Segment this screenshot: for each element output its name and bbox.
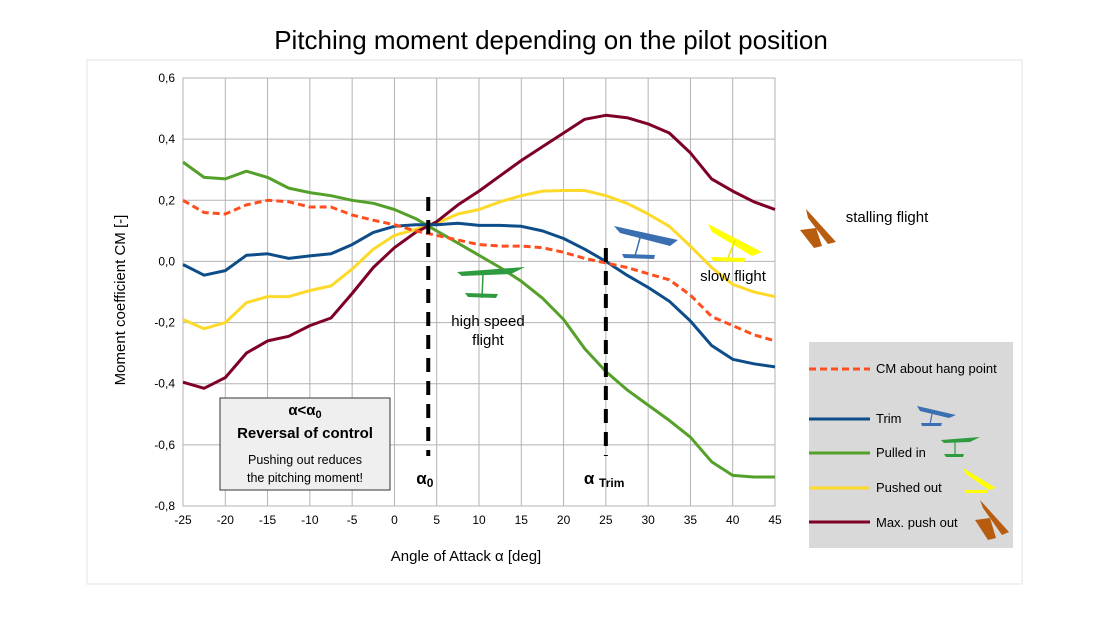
annotation-stalling-flight: stalling flight bbox=[846, 209, 929, 226]
x-tick-label: 15 bbox=[515, 513, 529, 527]
x-tick-labels: -25 -20 -15 -10 -5 0 5 10 15 20 25 30 35 40 45 bbox=[174, 513, 782, 527]
y-axis-label: Moment coefficient CM [-] bbox=[112, 215, 129, 386]
x-axis-label: Angle of Attack α [deg] bbox=[391, 548, 541, 565]
x-tick-label: 10 bbox=[472, 513, 486, 527]
x-tick-label: 0 bbox=[391, 513, 398, 527]
y-tick-labels: 0,6 0,4 0,2 0,0 -0,2 -0,4 -0,6 -0,8 bbox=[154, 71, 175, 513]
y-tick-label: 0,0 bbox=[158, 254, 175, 268]
legend-glider-trim-icon bbox=[917, 406, 956, 426]
series-line-pulled-in bbox=[182, 160, 775, 479]
y-tick-label: 0,6 bbox=[158, 71, 175, 85]
x-tick-label: 35 bbox=[684, 513, 698, 527]
x-tick-label: 25 bbox=[599, 513, 613, 527]
legend-label-pulled-in: Pulled in bbox=[876, 445, 926, 460]
legend-glider-pulled-in-icon bbox=[941, 437, 980, 457]
series-line-max-push-out bbox=[182, 113, 776, 390]
legend-glider-pushed-out-icon bbox=[963, 468, 996, 493]
glider-trim-icon bbox=[614, 226, 678, 259]
series-line-cm-about-hang-point bbox=[182, 198, 776, 343]
legend-label-trim: Trim bbox=[876, 411, 902, 426]
alpha-label: α Trim bbox=[584, 469, 625, 490]
x-tick-label: -20 bbox=[217, 513, 235, 527]
alpha-markers: α0 α Trim bbox=[416, 197, 624, 490]
reversal-box-line-2: the pitching moment! bbox=[247, 471, 363, 485]
plot-area bbox=[182, 77, 776, 507]
y-tick-label: 0,4 bbox=[158, 132, 175, 146]
reversal-box-line-1: Pushing out reduces bbox=[248, 453, 362, 467]
legend-label-pushed-out: Pushed out bbox=[876, 480, 942, 495]
glider-stalling-icon bbox=[800, 209, 836, 248]
y-tick-label: -0,8 bbox=[154, 499, 175, 513]
y-tick-label: -0,6 bbox=[154, 438, 175, 452]
legend-box bbox=[809, 342, 1013, 548]
x-tick-label: -5 bbox=[347, 513, 358, 527]
series-line-pushed-out bbox=[182, 189, 776, 331]
glider-pulled-in-icon bbox=[457, 267, 525, 299]
legend-label-cm: CM about hang point bbox=[876, 361, 997, 376]
chart-frame bbox=[86, 59, 1023, 585]
y-tick-label: -0,2 bbox=[154, 316, 175, 330]
x-tick-label: -25 bbox=[174, 513, 192, 527]
alpha-label: α0 bbox=[416, 469, 433, 490]
x-tick-label: 20 bbox=[557, 513, 571, 527]
x-tick-label: 45 bbox=[768, 513, 782, 527]
chart-title: Pitching moment depending on the pilot p… bbox=[274, 25, 828, 55]
legend-label-max-push-out: Max. push out bbox=[876, 515, 958, 530]
glider-pushed-out-icon bbox=[708, 224, 762, 262]
x-tick-label: 30 bbox=[641, 513, 655, 527]
annotation-high-speed-line-2: flight bbox=[472, 332, 505, 349]
y-tick-label: 0,2 bbox=[158, 193, 175, 207]
legend: CM about hang point Trim Pulled in Pushe… bbox=[809, 342, 1013, 548]
annotation-slow-flight: slow flight bbox=[700, 268, 767, 285]
x-tick-label: -10 bbox=[301, 513, 319, 527]
reversal-box-title: α<α0 bbox=[288, 402, 321, 421]
annotation-high-speed-line-1: high speed bbox=[451, 313, 524, 330]
reversal-box: α<α0 Reversal of control Pushing out red… bbox=[219, 397, 391, 491]
reversal-box-frame bbox=[219, 397, 391, 491]
x-tick-label: -15 bbox=[259, 513, 277, 527]
x-tick-label: 5 bbox=[433, 513, 440, 527]
y-tick-label: -0,4 bbox=[154, 377, 175, 391]
reversal-box-heading: Reversal of control bbox=[237, 425, 373, 442]
series-group bbox=[182, 113, 776, 479]
x-tick-label: 40 bbox=[726, 513, 740, 527]
series-line-trim bbox=[182, 221, 776, 369]
legend-glider-stalling-icon bbox=[975, 500, 1009, 540]
